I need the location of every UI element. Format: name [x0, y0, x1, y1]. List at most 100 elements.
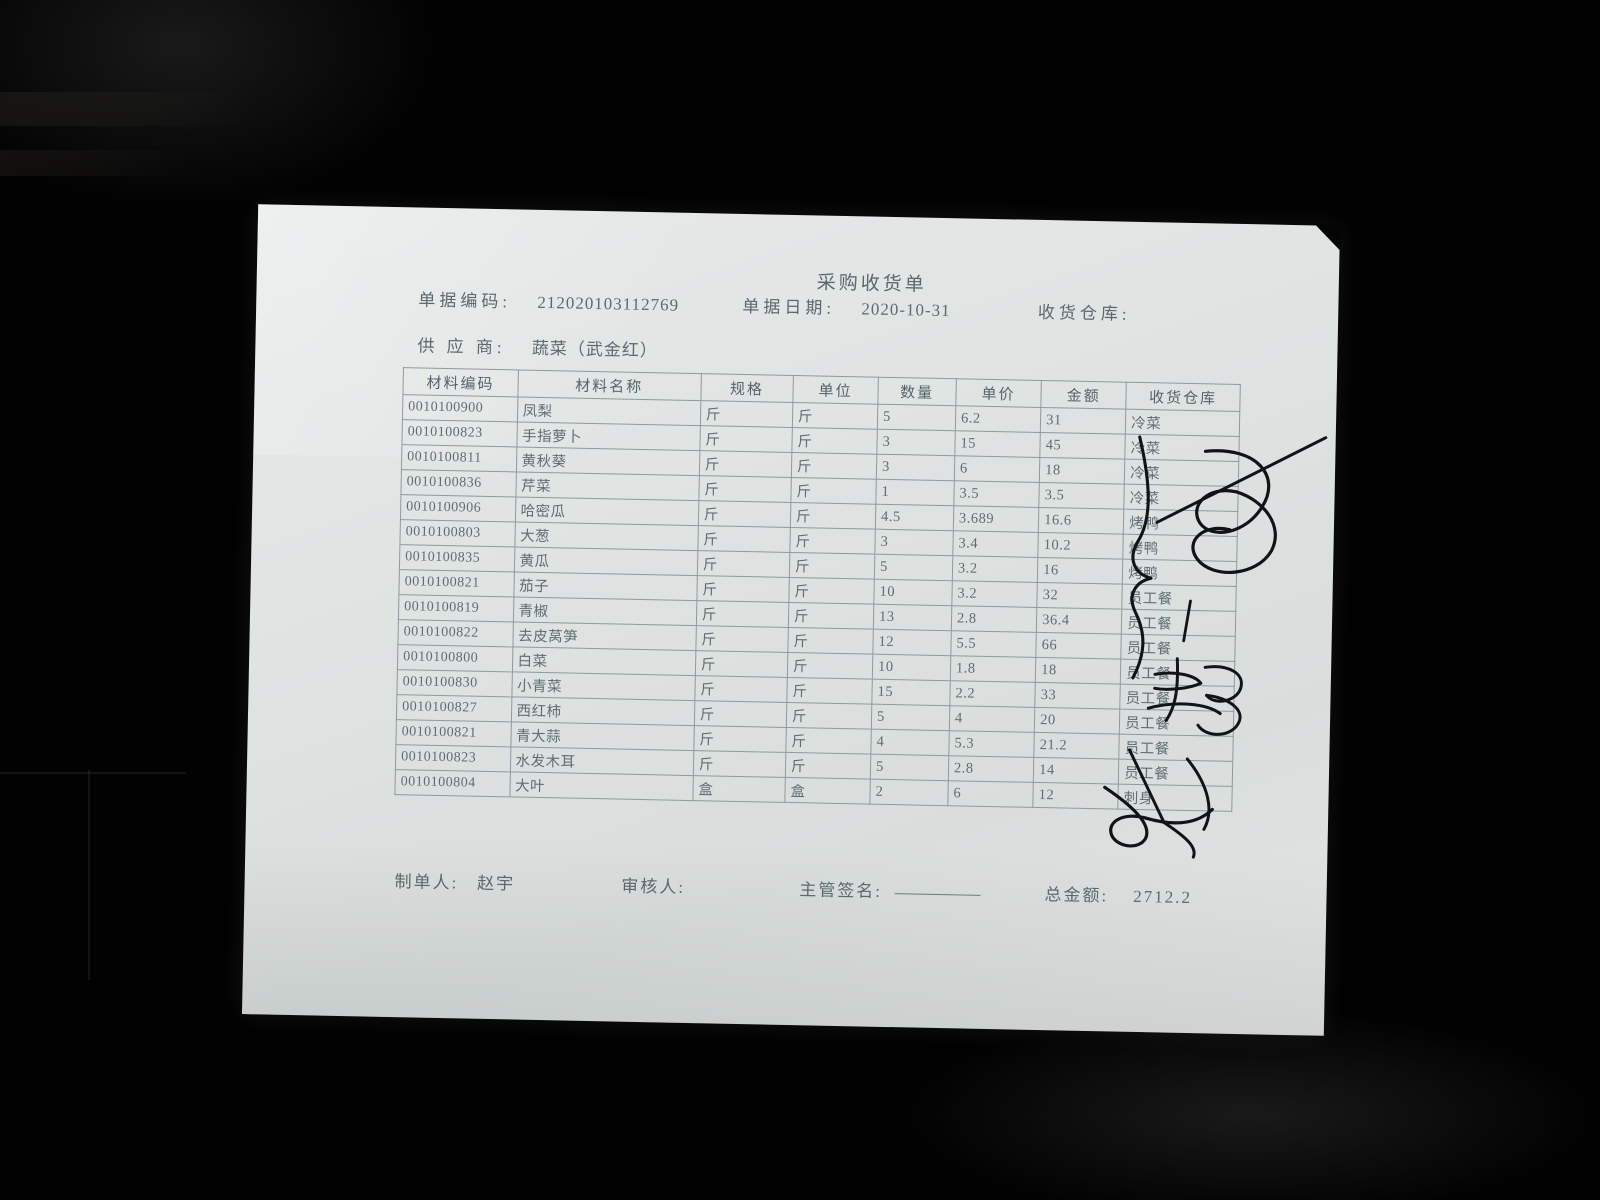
background-line	[0, 772, 186, 774]
supervisor-signature-line	[894, 893, 981, 896]
cell-unit: 斤	[791, 427, 878, 455]
cell-qty: 5	[871, 704, 950, 731]
cell-qty: 4.5	[875, 504, 954, 531]
cell-name: 白菜	[511, 646, 696, 676]
cell-qty: 15	[871, 679, 951, 706]
cell-amount: 18	[1039, 457, 1126, 485]
cell-unit: 斤	[791, 452, 877, 480]
column-header-amount: 金额	[1040, 380, 1127, 410]
cell-unit: 斤	[785, 727, 872, 755]
cell-code: 0010100823	[401, 419, 517, 447]
cell-unit: 斤	[785, 752, 871, 780]
cell-spec: 斤	[695, 625, 789, 653]
cell-warehouse: 冷菜	[1125, 409, 1240, 437]
cell-spec: 斤	[699, 450, 792, 478]
cell-unit: 斤	[786, 677, 873, 705]
cell-price: 4	[949, 705, 1035, 733]
cell-qty: 1	[875, 479, 955, 506]
cell-warehouse: 员工餐	[1118, 759, 1233, 787]
cell-spec: 斤	[700, 400, 793, 428]
cell-code: 0010100819	[398, 594, 514, 622]
cell-amount: 14	[1033, 757, 1119, 785]
cell-amount: 18	[1035, 657, 1121, 685]
cell-price: 3.2	[951, 580, 1038, 608]
cell-qty: 2	[869, 779, 949, 806]
supplier-value: 蔬菜（武金红）	[531, 338, 659, 361]
cell-price: 1.8	[950, 655, 1036, 683]
cell-code: 0010100803	[399, 519, 515, 547]
cell-warehouse: 烤鸭	[1122, 559, 1237, 587]
cell-name: 芹菜	[515, 471, 700, 501]
supplier-label: 供 应 商:	[417, 336, 506, 358]
meta-line-primary: 单据编码: 212020103112769 单据日期: 2020-10-31 收…	[418, 285, 1131, 324]
cell-name: 哈密瓜	[514, 496, 699, 526]
cell-code: 0010100800	[397, 644, 513, 672]
cell-amount: 10.2	[1037, 532, 1124, 560]
cell-warehouse: 员工餐	[1120, 659, 1235, 687]
cell-warehouse: 冷菜	[1124, 484, 1239, 512]
cell-name: 小青菜	[511, 671, 696, 701]
cell-amount: 36.4	[1036, 607, 1123, 635]
cell-spec: 斤	[693, 750, 786, 778]
supervisor-label: 主管签名:	[799, 880, 883, 901]
background-glow	[0, 0, 440, 210]
cell-qty: 3	[876, 429, 956, 456]
cell-amount: 32	[1036, 582, 1123, 610]
background-streak	[0, 92, 250, 126]
cell-spec: 斤	[696, 600, 789, 628]
cell-name: 黄瓜	[513, 546, 698, 576]
cell-price: 2.2	[949, 680, 1036, 708]
cell-name: 青大蒜	[510, 721, 695, 751]
cell-unit: 斤	[792, 402, 878, 430]
cell-code: 0010100835	[399, 544, 515, 572]
cell-warehouse: 员工餐	[1120, 634, 1236, 662]
cell-unit: 盒	[784, 777, 871, 805]
cell-code: 0010100811	[401, 444, 517, 472]
cell-price: 6	[947, 780, 1034, 808]
cell-name: 青椒	[512, 596, 697, 626]
cell-qty: 10	[872, 654, 951, 681]
cell-amount: 45	[1039, 432, 1126, 460]
maker-label: 制单人:	[394, 872, 459, 893]
cell-qty: 5	[870, 754, 949, 781]
cell-spec: 斤	[698, 500, 791, 528]
cell-spec: 斤	[693, 725, 787, 753]
doc-no-field: 单据编码: 212020103112769	[418, 285, 679, 315]
receiving-document: 采购收货单 单据编码: 212020103112769 单据日期: 2020-1…	[242, 204, 1340, 1036]
cell-warehouse: 员工餐	[1119, 709, 1234, 737]
cell-unit: 斤	[788, 602, 874, 630]
column-header-unit: 单位	[792, 375, 879, 405]
cell-warehouse: 刺身	[1117, 784, 1233, 812]
cell-warehouse: 冷菜	[1124, 459, 1239, 487]
cell-name: 凤梨	[516, 396, 701, 426]
cell-code: 0010100821	[395, 719, 511, 747]
cell-spec: 斤	[697, 550, 790, 578]
maker-value: 赵宇	[476, 873, 516, 894]
cell-name: 黄秋葵	[515, 446, 700, 476]
cell-price: 6.2	[955, 405, 1041, 433]
cell-unit: 斤	[789, 527, 876, 555]
cell-amount: 12	[1032, 782, 1119, 810]
line-items-table: 材料编码 材料名称 规格 单位 数量 单价 金额 收货仓库 0010100900…	[394, 367, 1241, 812]
column-header-name: 材料名称	[517, 369, 702, 401]
cell-price: 5.5	[950, 630, 1037, 658]
paper-sheet: 采购收货单 单据编码: 212020103112769 单据日期: 2020-1…	[241, 204, 1341, 1036]
cell-qty: 4	[870, 729, 950, 756]
table-body: 0010100900 凤梨斤斤 5 6.2 31 冷菜 0010100823 手指萝卜斤斤 3 1…	[394, 394, 1240, 812]
cell-price: 3.2	[952, 555, 1038, 583]
background-line	[88, 770, 90, 980]
cell-name: 西红柿	[510, 696, 695, 726]
cell-amount: 20	[1034, 707, 1120, 735]
column-header-code: 材料编码	[402, 367, 518, 397]
cell-amount: 3.5	[1038, 482, 1125, 510]
cell-amount: 16.6	[1038, 507, 1125, 535]
cell-price: 3.689	[953, 505, 1039, 533]
cell-warehouse: 冷菜	[1125, 434, 1240, 462]
cell-spec: 斤	[697, 525, 791, 553]
cell-unit: 斤	[789, 552, 875, 580]
header-warehouse-label: 收货仓库:	[1037, 302, 1131, 324]
background-glow	[900, 1010, 1600, 1200]
cell-warehouse: 烤鸭	[1123, 509, 1238, 537]
cell-qty: 10	[873, 579, 953, 606]
cell-code: 0010100822	[397, 619, 513, 647]
